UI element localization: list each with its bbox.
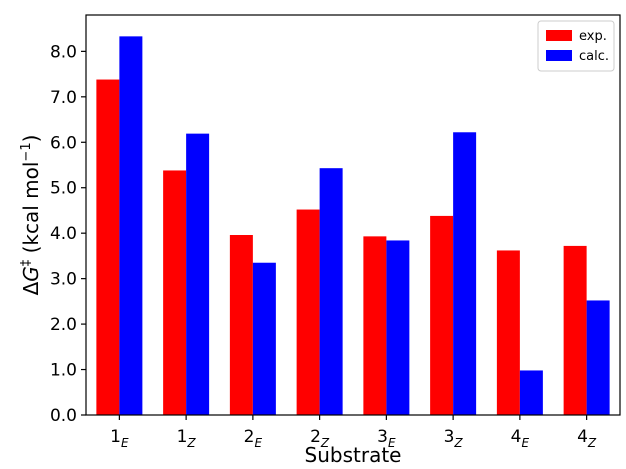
y-tick-label: 0.0 bbox=[50, 406, 77, 426]
legend-swatch bbox=[546, 30, 572, 41]
bar-exp-7 bbox=[496, 250, 520, 415]
bar-calc-4 bbox=[319, 168, 343, 415]
plot-frame bbox=[85, 14, 621, 416]
legend-swatch bbox=[546, 50, 572, 61]
legend-label: exp. bbox=[579, 29, 607, 44]
x-tick-label: 4E bbox=[511, 427, 530, 450]
bar-exp-4 bbox=[296, 209, 320, 415]
y-tick-label: 4.0 bbox=[50, 224, 77, 244]
y-tick-label: 7.0 bbox=[50, 88, 77, 108]
bar-calc-7 bbox=[519, 370, 543, 415]
legend: exp. calc. bbox=[537, 20, 615, 72]
x-tick-label: 1E bbox=[110, 427, 129, 450]
x-axis: 1E 1Z 2E 2Z 3E 3Z 4E 4Z bbox=[110, 415, 597, 450]
y-axis: 0.0 1.0 2.0 3.0 4.0 5.0 6.0 7.0 8.0 bbox=[50, 42, 86, 426]
bar-calc-2 bbox=[186, 133, 210, 416]
bar-exp-6 bbox=[430, 215, 454, 415]
y-tick-label: 2.0 bbox=[50, 315, 77, 335]
bar-calc-3 bbox=[252, 262, 276, 415]
bar-calc-8 bbox=[586, 300, 610, 415]
y-axis-label: ΔG‡ (kcal mol−1) bbox=[19, 135, 43, 296]
y-tick-label: 5.0 bbox=[50, 179, 77, 199]
x-tick-label: 2E bbox=[244, 427, 263, 450]
bar-exp-8 bbox=[563, 245, 587, 415]
bar-exp-1 bbox=[96, 79, 120, 415]
x-tick-label: 3Z bbox=[444, 427, 464, 450]
y-tick-label: 1.0 bbox=[50, 361, 77, 381]
bar-calc-1 bbox=[119, 36, 143, 415]
bar-calc-5 bbox=[386, 240, 410, 415]
y-tick-label: 3.0 bbox=[50, 270, 77, 290]
bar-calc-6 bbox=[453, 132, 477, 416]
x-axis-label: Substrate bbox=[305, 443, 402, 467]
x-tick-label: 4Z bbox=[577, 427, 597, 450]
y-tick-label: 6.0 bbox=[50, 133, 77, 153]
x-tick-label: 3E bbox=[377, 427, 396, 450]
legend-label: calc. bbox=[579, 49, 609, 64]
x-tick-label: 1Z bbox=[177, 427, 197, 450]
bar-exp-2 bbox=[163, 170, 187, 415]
bars-group bbox=[96, 36, 610, 416]
bar-exp-3 bbox=[229, 235, 253, 415]
y-tick-label: 8.0 bbox=[50, 42, 77, 62]
x-tick-label: 2Z bbox=[310, 427, 330, 450]
bar-exp-5 bbox=[363, 236, 387, 415]
